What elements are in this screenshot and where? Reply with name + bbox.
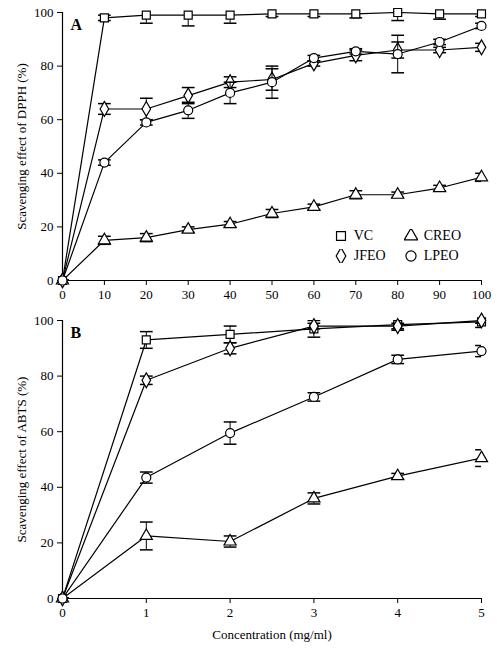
svg-text:Concentration (mg/ml): Concentration (mg/ml)	[212, 627, 332, 642]
svg-text:3: 3	[311, 605, 318, 620]
svg-text:40: 40	[41, 165, 54, 180]
svg-text:80: 80	[41, 368, 54, 383]
svg-text:B: B	[71, 324, 82, 341]
html-text:VC: VC	[353, 228, 374, 243]
svg-text:80: 80	[391, 287, 404, 302]
svg-text:20: 20	[140, 287, 153, 302]
html-text:JFEO: JFEO	[353, 248, 386, 263]
svg-text:0: 0	[59, 286, 66, 302]
svg-text:20: 20	[41, 535, 54, 550]
svg-text:100: 100	[34, 313, 54, 328]
svg-text:60: 60	[41, 112, 54, 127]
svg-text:A: A	[71, 16, 83, 33]
svg-text:4: 4	[394, 605, 401, 620]
html-text:CREO: CREO	[423, 228, 461, 243]
svg-text:Scavenging effect of ABTS (%): Scavenging effect of ABTS (%)	[14, 377, 29, 543]
svg-text:80: 80	[41, 58, 54, 73]
svg-text:60: 60	[41, 424, 54, 439]
svg-text:Scavenging effect of DPPH (%): Scavenging effect of DPPH (%)	[14, 63, 29, 230]
svg-text:0: 0	[59, 604, 66, 620]
svg-text:5: 5	[478, 605, 485, 620]
svg-text:40: 40	[224, 287, 237, 302]
svg-text:90: 90	[433, 287, 446, 302]
svg-text:100: 100	[34, 5, 54, 20]
svg-text:60: 60	[307, 287, 320, 302]
svg-text:10: 10	[98, 287, 111, 302]
svg-text:2: 2	[227, 605, 234, 620]
svg-text:30: 30	[182, 287, 195, 302]
svg-text:1: 1	[143, 605, 150, 620]
svg-text:0: 0	[47, 273, 54, 288]
svg-text:70: 70	[349, 287, 362, 302]
svg-text:40: 40	[41, 479, 54, 494]
html-text:LPEO: LPEO	[423, 248, 459, 263]
svg-text:20: 20	[41, 219, 54, 234]
svg-text:100: 100	[472, 287, 492, 302]
svg-text:50: 50	[266, 287, 279, 302]
svg-text:0: 0	[47, 591, 54, 606]
